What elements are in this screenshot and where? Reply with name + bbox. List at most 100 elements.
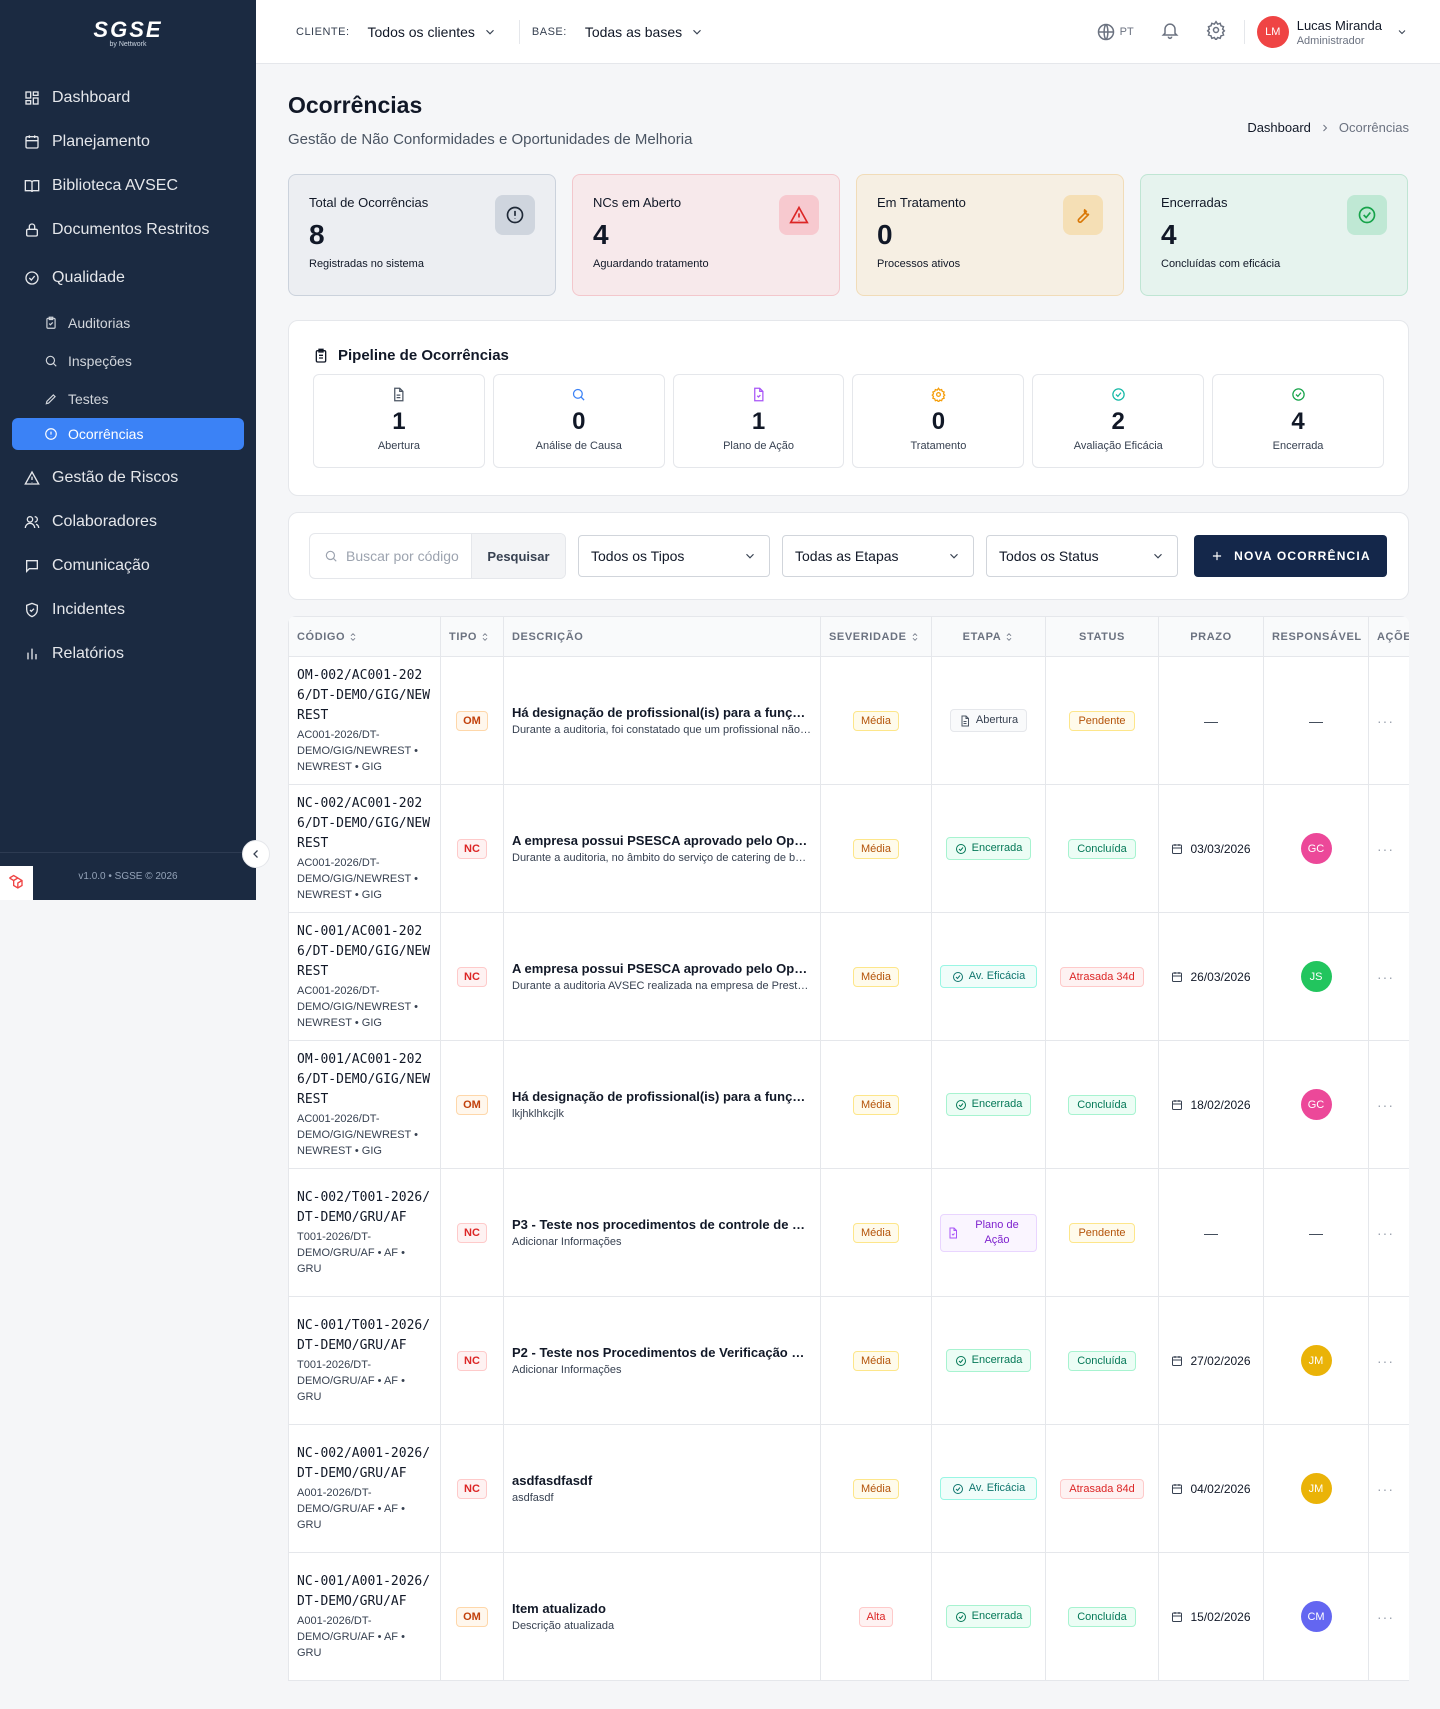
stat-label: Encerradas (1161, 195, 1228, 210)
clipboard-check-icon (46, 316, 56, 329)
cell-status: Atrasada 34d (1045, 912, 1159, 1041)
status-select[interactable]: Todos os Status (986, 535, 1178, 577)
new-occurrence-button[interactable]: NOVA OCORRÊNCIA (1194, 535, 1387, 577)
calendar-icon (1172, 1483, 1183, 1494)
cell-severidade: Média (820, 912, 932, 1041)
sidebar-item-incidentes[interactable]: Incidentes (0, 588, 256, 632)
sidebar-item-qualidade[interactable]: Qualidade (0, 256, 256, 300)
tipo-badge: NC (457, 1350, 487, 1371)
sidebar-item-biblioteca[interactable]: Biblioteca AVSEC (0, 164, 256, 208)
sidebar-subitem-inspecoes[interactable]: Inspeções (12, 342, 244, 380)
search-input[interactable]: Buscar por código (310, 534, 471, 578)
check-circle-icon (955, 843, 966, 854)
logo-subtext: by Nettwork (109, 40, 147, 48)
more-actions-icon[interactable]: ··· (1377, 968, 1394, 985)
pipeline-stage-encerrada[interactable]: 4 Encerrada (1212, 374, 1384, 468)
app-logo[interactable]: SGSE by Nettwork (0, 0, 256, 64)
table-row[interactable]: NC-002/A001-2026/DT-DEMO/GRU/AF A001-2026… (288, 1424, 1409, 1553)
more-actions-icon[interactable]: ··· (1377, 1096, 1394, 1113)
occurrence-code[interactable]: NC-001/A001-2026/DT-DEMO/GRU/AF (297, 1574, 431, 1609)
severity-badge: Média (853, 966, 899, 987)
clipboard-list-icon (315, 348, 327, 363)
search-icon (325, 550, 337, 562)
occurrences-table-container[interactable]: CÓDIGO TIPO DESCRIÇÃO SEVERIDADE ETAPA S… (288, 616, 1409, 1684)
more-actions-icon[interactable]: ··· (1377, 1224, 1394, 1241)
search-button[interactable]: Pesquisar (471, 534, 565, 578)
sidebar-item-comunicacao[interactable]: Comunicação (0, 544, 256, 588)
calendar-icon (1172, 1099, 1183, 1110)
pipeline-stage-tratamento[interactable]: 0 Tratamento (852, 374, 1025, 468)
breadcrumb-link-dashboard[interactable]: Dashboard (1247, 120, 1311, 135)
sidebar-item-planejamento[interactable]: Planejamento (0, 120, 256, 164)
prazo-empty: — (1204, 712, 1218, 729)
notifications-button[interactable] (1160, 20, 1180, 45)
severity-badge: Média (853, 1478, 899, 1499)
table-row[interactable]: NC-002/AC001-2026/DT-DEMO/GIG/NEWREST AC0… (288, 784, 1409, 913)
stage-label: Análise de Causa (535, 440, 622, 452)
responsavel-avatar[interactable]: JM (1300, 1473, 1332, 1504)
laravel-icon[interactable] (0, 866, 33, 900)
occurrence-code[interactable]: NC-002/AC001-2026/DT-DEMO/GIG/NEWREST (297, 796, 431, 851)
more-actions-icon[interactable]: ··· (1377, 1352, 1394, 1369)
calendar-icon (1172, 971, 1183, 982)
col-header-responsavel: RESPONSÁVEL (1263, 616, 1369, 657)
table-row[interactable]: NC-002/T001-2026/DT-DEMO/GRU/AF T001-2026… (288, 1168, 1409, 1297)
occurrence-code[interactable]: OM-002/AC001-2026/DT-DEMO/GIG/NEWREST (297, 668, 431, 723)
pipeline-stage-plano-acao[interactable]: 1 Plano de Ação (672, 374, 845, 468)
occurrence-code[interactable]: NC-002/T001-2026/DT-DEMO/GRU/AF (297, 1190, 431, 1225)
occurrence-code[interactable]: NC-001/AC001-2026/DT-DEMO/GIG/NEWREST (297, 924, 431, 979)
occurrence-code[interactable]: NC-001/T001-2026/DT-DEMO/GRU/AF (297, 1318, 431, 1353)
etapa-select[interactable]: Todas as Etapas (782, 535, 974, 577)
pipeline-stage-abertura[interactable]: 1 Abertura (313, 374, 485, 468)
occurrence-code[interactable]: OM-001/AC001-2026/DT-DEMO/GIG/NEWREST (297, 1052, 431, 1107)
settings-button[interactable] (1206, 19, 1226, 45)
col-header-etapa[interactable]: ETAPA (931, 616, 1046, 657)
chevron-down-icon (1398, 30, 1406, 35)
occurrence-code[interactable]: NC-002/A001-2026/DT-DEMO/GRU/AF (297, 1446, 431, 1481)
responsavel-avatar[interactable]: JM (1300, 1345, 1332, 1376)
language-selector[interactable]: PT (1096, 22, 1134, 42)
tipo-select[interactable]: Todos os Tipos (578, 535, 770, 577)
responsavel-empty: — (1309, 712, 1323, 729)
responsavel-avatar[interactable]: CM (1300, 1601, 1332, 1632)
prazo-date: 04/02/2026 (1167, 1482, 1255, 1496)
pipeline-stage-analise-causa[interactable]: 0 Análise de Causa (492, 374, 665, 468)
user-menu[interactable]: LM Lucas Miranda Administrador (1256, 16, 1408, 48)
table-row[interactable]: NC-001/T001-2026/DT-DEMO/GRU/AF T001-2026… (288, 1296, 1409, 1425)
table-row[interactable]: OM-001/AC001-2026/DT-DEMO/GIG/NEWREST AC0… (288, 1040, 1409, 1169)
responsavel-avatar[interactable]: GC (1300, 833, 1332, 864)
responsavel-avatar[interactable]: GC (1300, 1089, 1332, 1120)
base-selector[interactable]: Todas as bases (585, 24, 704, 40)
col-header-severidade[interactable]: SEVERIDADE (820, 616, 932, 657)
client-selector[interactable]: Todos os clientes (368, 24, 497, 40)
sidebar-subitem-testes[interactable]: Testes (12, 380, 244, 418)
more-actions-icon[interactable]: ··· (1377, 1608, 1394, 1625)
sidebar-subitem-ocorrencias[interactable]: Ocorrências (12, 418, 244, 450)
sidebar-item-gestao-riscos[interactable]: Gestão de Riscos (0, 456, 256, 500)
cell-status: Concluída (1045, 1040, 1159, 1169)
sidebar-item-dashboard[interactable]: Dashboard (0, 76, 256, 120)
prazo-text: 15/02/2026 (1190, 1609, 1251, 1624)
check-circle-icon (955, 1099, 966, 1110)
wrench-icon (1077, 208, 1090, 223)
col-header-tipo[interactable]: TIPO (440, 616, 504, 657)
table-row[interactable]: NC-001/AC001-2026/DT-DEMO/GIG/NEWREST AC0… (288, 912, 1409, 1041)
responsavel-avatar[interactable]: JS (1300, 961, 1332, 992)
more-actions-icon[interactable]: ··· (1377, 1480, 1394, 1497)
more-actions-icon[interactable]: ··· (1377, 712, 1394, 729)
sidebar-subitem-auditorias[interactable]: Auditorias (12, 304, 244, 342)
more-actions-icon[interactable]: ··· (1377, 840, 1394, 857)
table-row[interactable]: OM-002/AC001-2026/DT-DEMO/GIG/NEWREST AC0… (288, 656, 1409, 785)
stat-icon-box (495, 195, 535, 235)
stat-label: Em Tratamento (877, 195, 966, 210)
sidebar-item-documentos-restritos[interactable]: Documentos Restritos (0, 208, 256, 252)
sidebar-collapse-button[interactable] (242, 840, 270, 868)
table-row[interactable]: NC-001/A001-2026/DT-DEMO/GRU/AF A001-2026… (288, 1552, 1409, 1681)
sidebar-item-relatorios[interactable]: Relatórios (0, 632, 256, 676)
pipeline-stage-avaliacao-eficacia[interactable]: 2 Avaliação Eficácia (1032, 374, 1205, 468)
col-header-codigo[interactable]: CÓDIGO (288, 616, 441, 657)
search-group: Buscar por código Pesquisar (309, 533, 566, 579)
page-subtitle: Gestão de Não Conformidades e Oportunida… (288, 131, 693, 148)
sidebar-item-colaboradores[interactable]: Colaboradores (0, 500, 256, 544)
check-circle-icon (952, 971, 963, 982)
